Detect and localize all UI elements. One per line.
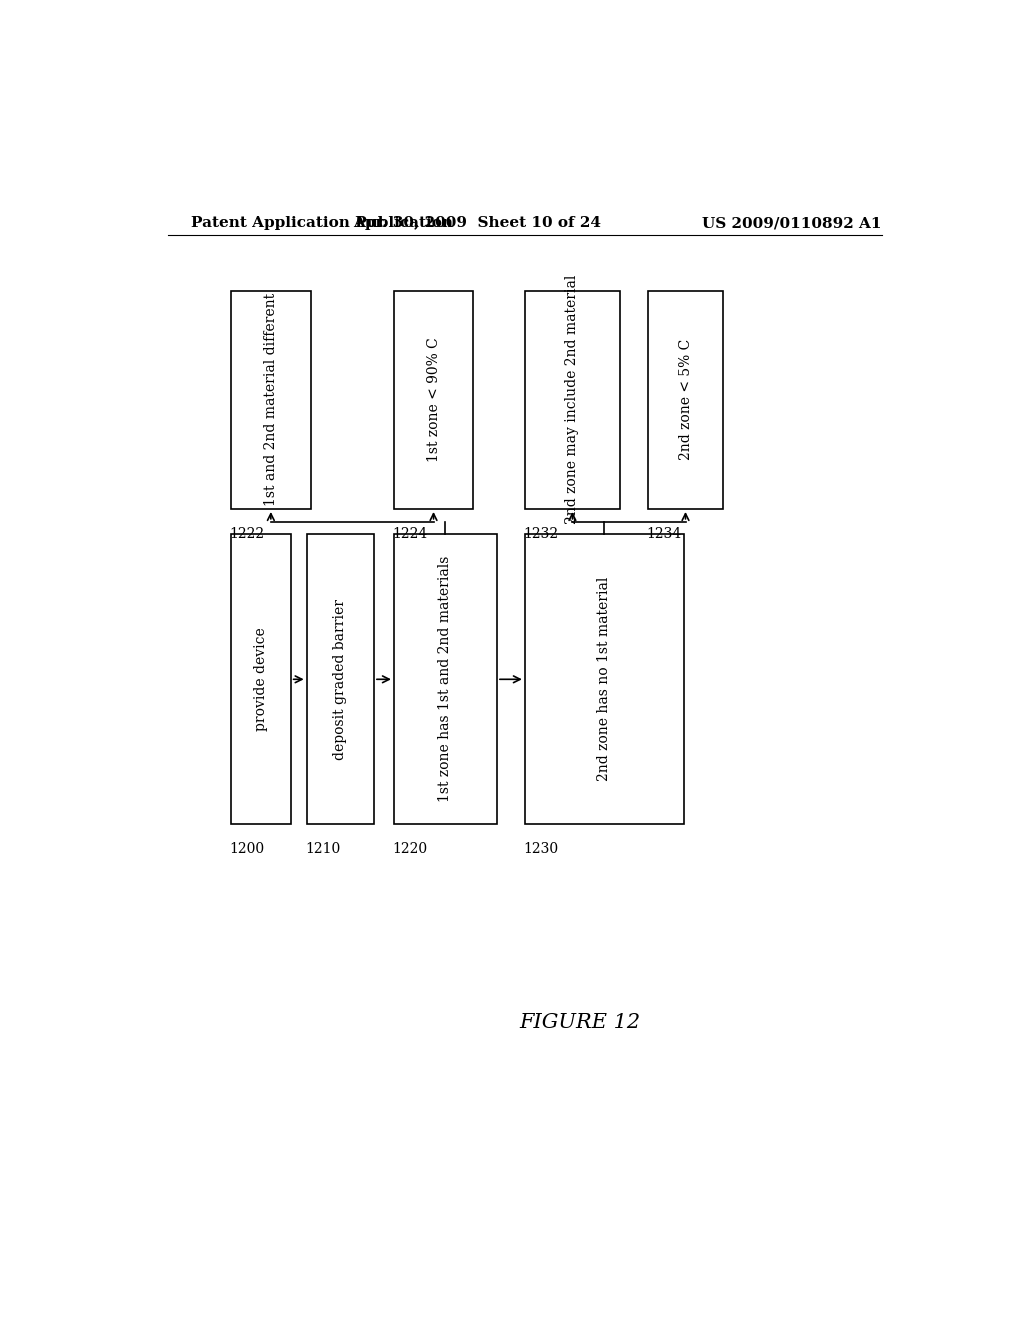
Text: 1232: 1232 [523,528,558,541]
Text: 1230: 1230 [523,842,558,857]
Text: 2nd zone < 5% C: 2nd zone < 5% C [679,339,692,461]
Text: 1224: 1224 [392,528,427,541]
Text: 1st zone < 90% C: 1st zone < 90% C [427,338,440,462]
Text: 1210: 1210 [305,842,340,857]
Text: FIGURE 12: FIGURE 12 [520,1012,641,1032]
Text: Apr. 30, 2009  Sheet 10 of 24: Apr. 30, 2009 Sheet 10 of 24 [353,216,601,231]
Text: 1200: 1200 [229,842,265,857]
Bar [394,535,497,824]
Bar [524,290,620,510]
Text: US 2009/0110892 A1: US 2009/0110892 A1 [702,216,882,231]
Text: 1234: 1234 [646,528,681,541]
Text: provide device: provide device [254,627,268,731]
Bar [306,535,374,824]
Bar [394,290,473,510]
Bar [231,290,310,510]
Text: 2nd zone may include 2nd material: 2nd zone may include 2nd material [565,275,580,524]
Bar [231,535,291,824]
Text: 1220: 1220 [392,842,427,857]
Bar [648,290,723,510]
Text: 2nd zone has no 1st material: 2nd zone has no 1st material [597,577,611,781]
Text: Patent Application Publication: Patent Application Publication [191,216,454,231]
Text: 1st and 2nd material different: 1st and 2nd material different [264,293,278,507]
Bar [524,535,684,824]
Text: 1222: 1222 [229,528,265,541]
Text: deposit graded barrier: deposit graded barrier [333,599,347,760]
Text: 1st zone has 1st and 2nd materials: 1st zone has 1st and 2nd materials [438,556,453,803]
